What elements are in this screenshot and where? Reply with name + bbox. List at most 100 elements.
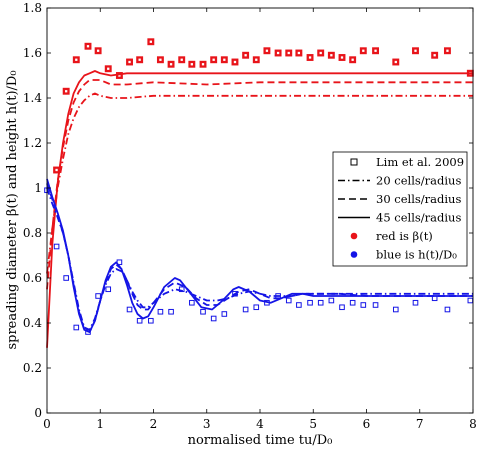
data-point-h-31 [372, 302, 379, 308]
data-point-beta-8 [136, 56, 144, 64]
data-point-beta-9 [147, 38, 155, 46]
legend-label-2: 30 cells/radius [376, 192, 461, 206]
legend: Lim et al. 2009 20 cells/radius 30 cells/r… [332, 151, 468, 267]
data-point-beta-27 [338, 54, 346, 61]
data-point-h-12 [168, 308, 174, 315]
legend-label-3: 45 cells/radius [376, 211, 461, 225]
x-tick-label-6: 6 [363, 417, 371, 431]
data-point-h-32 [392, 306, 399, 313]
data-point-h-3 [73, 324, 80, 331]
y-tick-label-1: 0.2 [23, 361, 42, 375]
legend-label-0: Lim et al. 2009 [376, 155, 464, 169]
data-point-h-15 [200, 308, 206, 315]
data-point-h-33 [412, 299, 419, 306]
y-tick-label-5: 1 [34, 181, 42, 195]
x-tick-label-5: 5 [309, 417, 317, 431]
data-point-h-35 [444, 306, 451, 313]
data-point-beta-14 [199, 60, 207, 68]
data-point-h-26 [317, 299, 324, 306]
data-point-h-13 [178, 286, 185, 293]
data-point-beta-13 [188, 60, 196, 68]
data-point-beta-26 [327, 51, 335, 59]
data-point-beta-33 [431, 51, 439, 59]
data-point-h-9 [136, 317, 143, 324]
legend-item-5: blue is h(t)/D₀ [350, 248, 457, 262]
data-point-beta-2 [72, 56, 80, 64]
y-tick-label-6: 1.2 [23, 136, 42, 150]
series-line-h-20 [46, 187, 473, 331]
data-point-beta-20 [263, 47, 271, 55]
x-tick-label-2: 2 [150, 417, 158, 431]
data-point-beta-18 [242, 51, 250, 59]
series-line-beta-45 [46, 70, 473, 348]
data-point-beta-12 [178, 56, 186, 64]
legend-items: Lim et al. 2009 20 cells/radius 30 cells/r… [338, 155, 464, 262]
y-tick-label-0: 0 [34, 406, 42, 420]
data-point-h-7 [116, 259, 123, 266]
x-axis-label: normalised time tu/D₀ [188, 433, 333, 448]
data-point-h-27 [328, 297, 335, 304]
data-point-h-16 [210, 315, 217, 322]
data-point-beta-0 [53, 166, 61, 174]
data-point-h-24 [296, 302, 302, 308]
legend-item-2: 30 cells/radius [338, 192, 461, 206]
data-point-h-23 [285, 297, 292, 304]
series-line-beta-20 [46, 92, 473, 274]
data-point-beta-24 [306, 54, 314, 61]
legend-item-4: red is β(t) [350, 229, 433, 243]
data-point-beta-4 [94, 47, 102, 55]
y-tick-label-7: 1.4 [23, 91, 42, 105]
x-tick-label-0: 0 [43, 417, 51, 431]
legend-item-3: 45 cells/radius [338, 211, 461, 225]
data-point-beta-32 [412, 47, 419, 55]
data-point-beta-16 [220, 56, 228, 64]
data-point-h-25 [307, 299, 313, 306]
data-point-beta-30 [372, 47, 380, 55]
data-point-beta-17 [231, 58, 239, 66]
data-point-h-8 [126, 306, 133, 313]
y-tick-label-9: 1.8 [23, 1, 42, 15]
y-tick-label-8: 1.6 [23, 46, 42, 60]
data-point-beta-22 [285, 49, 293, 57]
data-point-h-34 [431, 295, 438, 302]
y-tick-label-4: 0.8 [23, 226, 42, 240]
data-point-beta-29 [359, 47, 367, 55]
data-point-h-20 [253, 304, 260, 311]
x-tick-label-8: 8 [469, 417, 477, 431]
data-point-h-5 [95, 293, 101, 299]
data-point-h-1 [53, 243, 60, 250]
data-point-h-6 [105, 286, 112, 293]
x-tick-label-3: 3 [203, 417, 211, 431]
series-line-h-45 [46, 178, 473, 333]
data-point-beta-19 [252, 56, 260, 64]
data-point-beta-5 [104, 65, 112, 73]
data-point-h-18 [232, 290, 238, 297]
data-point-beta-28 [349, 56, 357, 64]
data-point-beta-6 [115, 72, 123, 79]
legend-label-5: blue is h(t)/D₀ [376, 248, 457, 262]
x-tick-label-4: 4 [256, 417, 264, 431]
series-line-h-30 [46, 183, 473, 333]
data-point-beta-23 [295, 49, 303, 57]
data-point-h-28 [339, 304, 345, 311]
data-point-h-10 [148, 317, 154, 324]
data-point-beta-11 [167, 60, 175, 68]
data-point-beta-25 [317, 49, 325, 57]
data-point-beta-10 [156, 56, 164, 64]
data-point-h-22 [275, 293, 281, 299]
data-point-h-19 [242, 306, 249, 313]
legend-marker-dot [350, 232, 358, 240]
data-point-beta-21 [274, 49, 282, 57]
x-tick-label-7: 7 [416, 417, 424, 431]
legend-label-1: 20 cells/radius [376, 174, 461, 188]
legend-item-1: 20 cells/radius [338, 174, 461, 188]
data-point-beta-31 [392, 58, 400, 66]
ticks-layer: 0 1 2 3 4 5 6 7 8 0 0.2 0.4 0.6 0.8 1 1.2 1.4 1.6 1.8 [23, 1, 477, 431]
data-point-beta-15 [210, 56, 218, 64]
data-point-h-30 [360, 302, 367, 308]
data-point-h-14 [189, 299, 195, 306]
legend-item-0: Lim et al. 2009 [350, 155, 464, 169]
data-point-h-4 [85, 329, 91, 335]
data-point-beta-1 [62, 87, 70, 95]
